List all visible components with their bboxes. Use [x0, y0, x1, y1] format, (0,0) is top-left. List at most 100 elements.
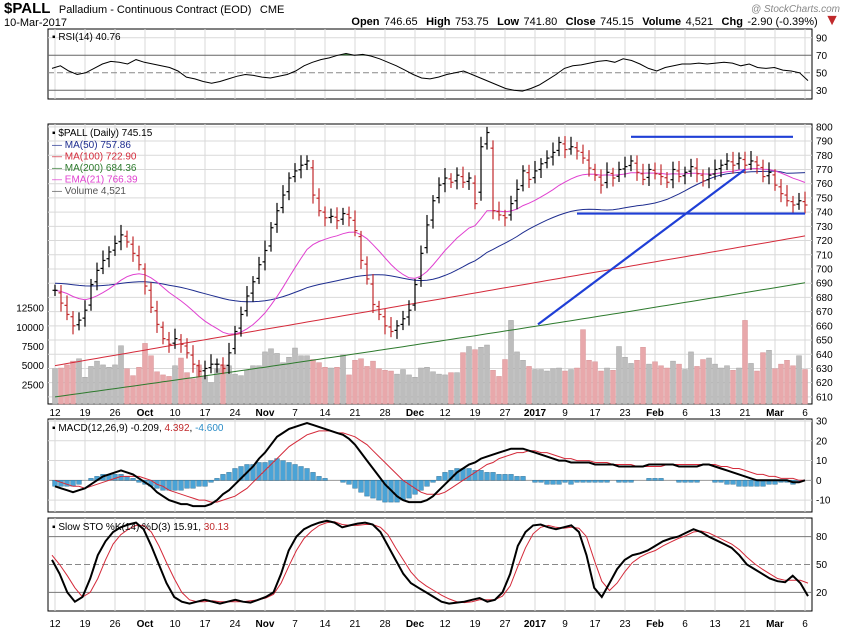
x-label-13: 13: [709, 619, 721, 630]
volume-bar: [364, 366, 370, 405]
open-value: 746.65: [384, 16, 418, 28]
macd-hist-bar: [352, 480, 358, 489]
macd-hist-bar: [418, 480, 424, 491]
macd-hist-bar: [208, 480, 214, 483]
price-tick-660: 660: [816, 321, 833, 332]
volume-bar: [580, 329, 586, 405]
price-bar: [478, 136, 484, 201]
price-bar: [568, 136, 574, 155]
x-label-12: 12: [439, 408, 451, 419]
volume-bar: [658, 365, 664, 405]
price-bar: [532, 160, 538, 184]
price-bar: [340, 207, 346, 225]
price-tick-740: 740: [816, 208, 833, 219]
volume-bar: [592, 361, 598, 405]
x-label-12: 12: [49, 619, 61, 630]
price-tick-700: 700: [816, 264, 833, 275]
x-label-21: 21: [349, 408, 361, 419]
macd-hist-bar: [718, 480, 724, 483]
price-bar: [586, 150, 592, 177]
macd-hist-bar: [604, 480, 610, 483]
x-label-23: 23: [619, 619, 631, 630]
moving-averages: [54, 167, 806, 398]
x-label-Nov: Nov: [256, 408, 275, 419]
price-bar: [550, 142, 556, 166]
volume-bar: [718, 367, 724, 405]
x-label-21: 21: [739, 408, 751, 419]
volume-bar: [760, 352, 766, 405]
volume-bar: [796, 355, 802, 405]
macd-hist-bar: [370, 480, 376, 499]
price-bar: [538, 158, 544, 179]
price-bar: [274, 202, 280, 233]
price-bar: [724, 153, 730, 171]
macd-panel: 30 20 10 0 -10 ▪ MACD(12,26,9) -0.209, 4.392…: [47, 416, 831, 513]
volume-bar: [88, 366, 94, 405]
macd-hist-bar: [322, 478, 328, 481]
rsi-plot: [51, 52, 809, 92]
volume-bar: [64, 364, 70, 405]
price-bar: [64, 295, 70, 321]
sto-ticks: 80 50 20: [816, 532, 828, 599]
x-label-Mar: Mar: [766, 619, 784, 630]
volume-bar: [454, 372, 460, 405]
macd-hist-bar: [532, 480, 538, 483]
volume-bar: [502, 359, 508, 405]
sto-label: Slow STO %K(14) %D(3): [58, 522, 170, 533]
price-bar: [448, 173, 454, 188]
ma100-line: [54, 235, 806, 367]
chg-value: -2.90 (-0.39%): [747, 16, 817, 28]
volume-bar: [280, 362, 286, 405]
volume-bar: [490, 370, 496, 405]
price-bar: [376, 300, 382, 321]
price-bar: [220, 357, 226, 375]
macd-hist-bar: [424, 480, 430, 487]
price-bar: [196, 359, 202, 377]
price-bar: [664, 172, 670, 188]
macd-hist-bar: [124, 476, 130, 481]
price-bar: [640, 163, 646, 186]
price-bar: [352, 210, 358, 237]
rsi-label: RSI(14) 40.76: [58, 32, 121, 43]
legend-ema21: — EMA(21) 766.39: [52, 175, 138, 186]
macd-tick-30: 30: [816, 416, 828, 427]
legend-marker-macd: ▪: [52, 423, 56, 434]
price-bar: [304, 155, 310, 171]
volume-bar: [178, 357, 184, 405]
ma200-line: [54, 282, 806, 398]
volume-bar: [352, 360, 358, 405]
macd-hist-bar: [592, 480, 598, 483]
x-label-Oct: Oct: [137, 619, 154, 630]
macd-hist-bar: [220, 474, 226, 481]
macd-hist-bar: [694, 480, 700, 483]
volume-bar: [640, 347, 646, 405]
price-bar: [490, 140, 496, 220]
price-bar: [472, 175, 478, 210]
ma50-line: [54, 170, 806, 303]
volume-bar: [340, 354, 346, 405]
volume-bar: [316, 362, 322, 405]
volume-bar: [772, 368, 778, 405]
volume-bar: [586, 360, 592, 405]
price-bar: [694, 158, 700, 183]
x-label-6: 6: [802, 408, 808, 419]
price-bar: [208, 354, 214, 374]
macd-hist-bar: [202, 480, 208, 487]
price-tick-670: 670: [816, 307, 833, 318]
price-bar: [736, 152, 742, 170]
price-tick-710: 710: [816, 250, 833, 261]
macd-hist-bar: [214, 478, 220, 481]
volume-bar: [610, 370, 616, 405]
price-bar: [88, 278, 94, 311]
price-tick-780: 780: [816, 151, 833, 162]
volume-value: 4,521: [686, 16, 714, 28]
volume-bar: [670, 360, 676, 405]
low-label: Low: [497, 16, 519, 28]
macd-hist-bar: [466, 468, 472, 481]
macd-hist-bar: [76, 480, 82, 485]
volume-bar: [748, 363, 754, 405]
x-label-14: 14: [319, 408, 331, 419]
price-bar: [232, 325, 238, 355]
macd-hist-bar: [172, 480, 178, 491]
